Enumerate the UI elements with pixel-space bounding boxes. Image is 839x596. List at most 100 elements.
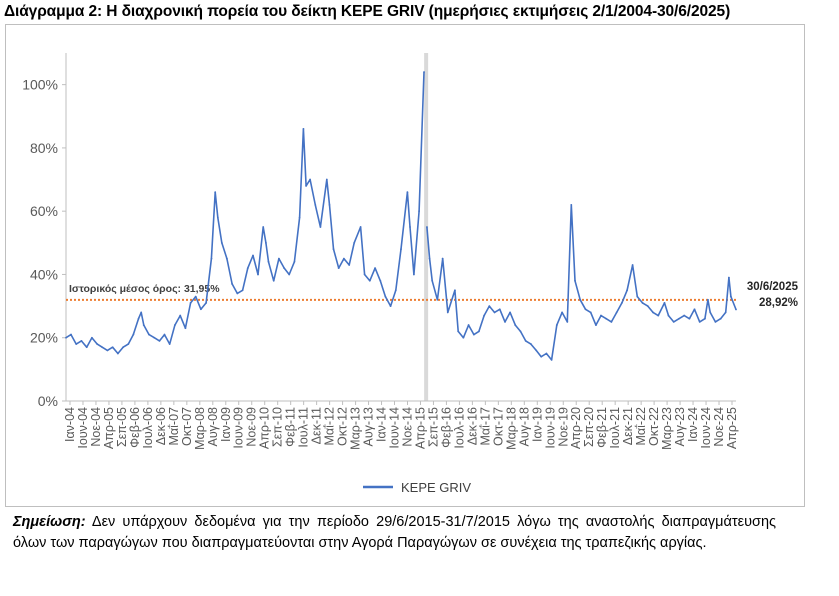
- x-tick-label: Μαρ-08: [193, 407, 207, 450]
- data-point: [412, 273, 415, 276]
- data-point: [189, 302, 192, 304]
- data-point: [672, 321, 675, 323]
- x-tick-label: Ιουν-19: [543, 407, 557, 449]
- data-point: [241, 289, 244, 292]
- data-point: [724, 311, 727, 314]
- data-point: [574, 279, 576, 282]
- x-tick-label: Φεβ-16: [439, 407, 453, 448]
- data-point: [174, 324, 176, 326]
- x-tick-label: Απρ-15: [413, 407, 427, 449]
- data-point: [374, 267, 376, 270]
- data-point: [663, 302, 666, 304]
- x-tick-label: Ιαν-09: [219, 407, 233, 442]
- x-tick-label: Ιαν-04: [63, 407, 77, 442]
- historical-mean-label: Ιστορικός μέσος όρος: 31,95%: [69, 283, 220, 295]
- data-point: [431, 279, 434, 282]
- data-point: [384, 295, 387, 298]
- data-point: [184, 327, 187, 330]
- data-point: [194, 295, 197, 298]
- x-tick-label: Απρ-25: [725, 407, 739, 449]
- x-tick-label: Μαρ-23: [660, 407, 674, 450]
- x-tick-label: Νοε-14: [400, 407, 414, 447]
- y-tick-label: 60%: [30, 203, 58, 219]
- y-tick-label: 0%: [38, 393, 58, 409]
- data-point: [467, 324, 470, 326]
- x-tick-label: Απρ-20: [569, 407, 583, 449]
- data-point: [678, 317, 680, 320]
- x-tick-label: Ιουν-04: [76, 407, 90, 449]
- data-point: [735, 308, 737, 311]
- data-point: [714, 321, 717, 323]
- data-point: [179, 314, 182, 317]
- x-tick-label: Φεβ-06: [128, 407, 142, 448]
- series-line-kepe-griv: [65, 71, 737, 361]
- data-point: [267, 260, 270, 263]
- data-point: [231, 283, 233, 285]
- x-tick-label: Οκτ-22: [647, 407, 661, 446]
- data-point: [426, 226, 428, 228]
- data-point: [441, 257, 444, 260]
- x-tick-label: Φεβ-21: [595, 407, 609, 448]
- data-point: [446, 311, 449, 314]
- data-point: [91, 336, 93, 339]
- data-point: [406, 191, 409, 194]
- x-tick-label: Οκτ-17: [491, 407, 505, 446]
- data-point: [348, 264, 351, 266]
- data-point: [620, 302, 623, 304]
- data-point: [214, 191, 217, 194]
- x-tick-label: Ιουν-24: [699, 407, 713, 449]
- data-point: [728, 276, 730, 279]
- data-point: [293, 260, 296, 263]
- page-title: Διάγραμμα 2: Η διαχρονική πορεία του δεί…: [4, 3, 731, 20]
- data-point: [65, 336, 67, 339]
- data-point: [252, 254, 254, 257]
- x-tick-label: Σεπ-05: [115, 407, 129, 447]
- data-point: [457, 330, 460, 333]
- x-tick-label: Ιουλ-21: [608, 407, 622, 449]
- data-point: [142, 324, 145, 326]
- data-point: [75, 343, 78, 345]
- data-point: [272, 279, 275, 282]
- data-point: [298, 216, 301, 219]
- x-tick-label: Αυγ-18: [517, 407, 531, 447]
- data-point: [631, 264, 634, 266]
- data-point: [428, 257, 431, 260]
- data-point: [719, 317, 722, 320]
- data-point: [472, 333, 475, 336]
- data-point: [636, 295, 639, 298]
- data-point: [353, 241, 356, 244]
- data-point: [605, 317, 608, 320]
- data-point: [589, 311, 592, 314]
- legend-label: KEPE GRIV: [401, 480, 471, 495]
- x-tick-label: Νοε-24: [712, 407, 726, 447]
- data-point: [96, 343, 99, 345]
- data-point: [137, 317, 140, 320]
- data-point: [225, 257, 228, 260]
- data-point: [309, 178, 312, 181]
- data-point: [236, 292, 239, 295]
- x-tick-label: Ιουν-09: [232, 407, 246, 449]
- data-point: [488, 305, 491, 307]
- data-point: [319, 226, 322, 228]
- y-tick-label: 20%: [30, 330, 58, 346]
- data-point: [363, 273, 366, 276]
- data-point: [707, 298, 709, 301]
- x-tick-label: Μαρ-18: [504, 407, 518, 450]
- data-point: [153, 336, 156, 339]
- data-point: [688, 317, 691, 320]
- x-tick-label: Οκτ-12: [336, 407, 350, 446]
- data-point: [652, 311, 654, 314]
- data-point: [283, 267, 286, 270]
- data-point: [210, 257, 213, 260]
- x-tick-label: Σεπ-10: [271, 407, 285, 447]
- data-point: [509, 311, 511, 314]
- data-point: [540, 355, 543, 358]
- x-tick-label: Αυγ-08: [206, 407, 220, 447]
- x-tick-label: Μαρ-13: [349, 407, 363, 450]
- data-point: [524, 339, 527, 342]
- data-point: [111, 346, 114, 349]
- x-tick-label: Αυγ-23: [673, 407, 687, 447]
- chart-frame: 0% 20% 40% 60% 80% 100% Ιαν-04 Ιουν-04 Νοε-04 Απρ…: [5, 24, 805, 507]
- data-point: [400, 248, 402, 251]
- data-point: [584, 308, 587, 311]
